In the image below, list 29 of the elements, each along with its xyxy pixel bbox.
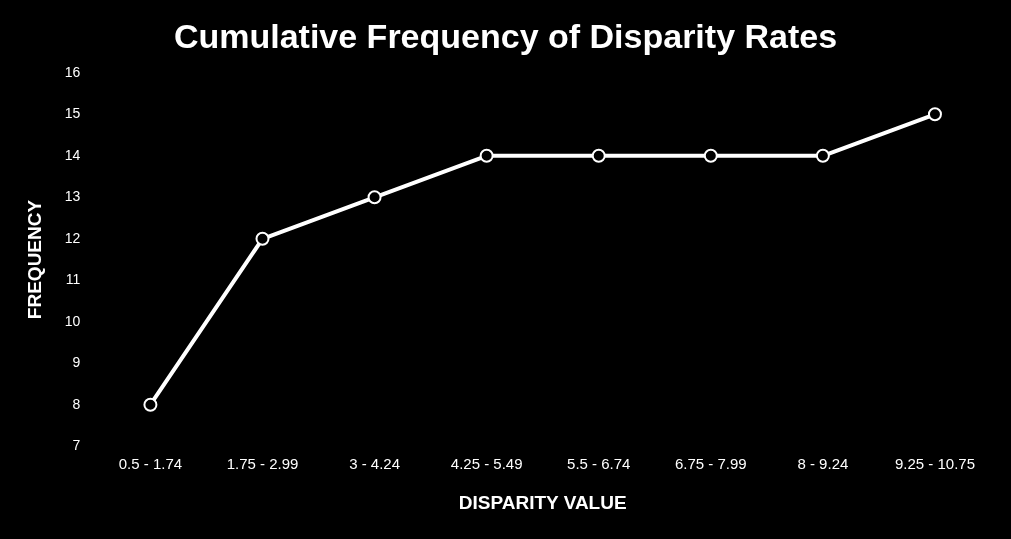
- point: [815, 148, 830, 163]
- x-tick-label: 3 - 4.24: [349, 455, 401, 473]
- x-axis-title: DISPARITY VALUE: [458, 491, 627, 513]
- y-tick-label: 16: [64, 63, 81, 80]
- x-tick-label: 5.5 - 6.74: [567, 455, 631, 473]
- point: [591, 148, 606, 163]
- y-tick-label: 10: [64, 312, 81, 329]
- point: [255, 231, 270, 246]
- point: [927, 107, 942, 122]
- x-tick-label: 0.5 - 1.74: [118, 455, 183, 473]
- x-tick-label: 9.25 - 10.75: [894, 455, 975, 473]
- y-tick-label: 14: [64, 146, 81, 163]
- chart-title: Cumulative Frequency of Disparity Rates: [173, 16, 838, 55]
- x-tick-label: 4.25 - 5.49: [450, 455, 523, 473]
- y-tick-label: 7: [72, 437, 81, 454]
- point: [367, 190, 382, 205]
- y-tick-label: 11: [65, 271, 81, 288]
- x-tick-label: 8 - 9.24: [797, 455, 849, 473]
- y-tick-label: 8: [72, 395, 81, 412]
- point: [143, 397, 158, 412]
- y-tick-label: 15: [64, 105, 81, 122]
- point: [479, 148, 494, 163]
- point: [703, 148, 718, 163]
- y-axis-title: FREQUENCY: [23, 199, 45, 320]
- x-tick-label: 6.75 - 7.99: [674, 455, 747, 473]
- y-tick-label: 12: [64, 229, 81, 246]
- y-tick-label: 13: [64, 188, 81, 205]
- y-tick-label: 9: [72, 354, 81, 371]
- x-tick-label: 1.75 - 2.99: [226, 455, 299, 473]
